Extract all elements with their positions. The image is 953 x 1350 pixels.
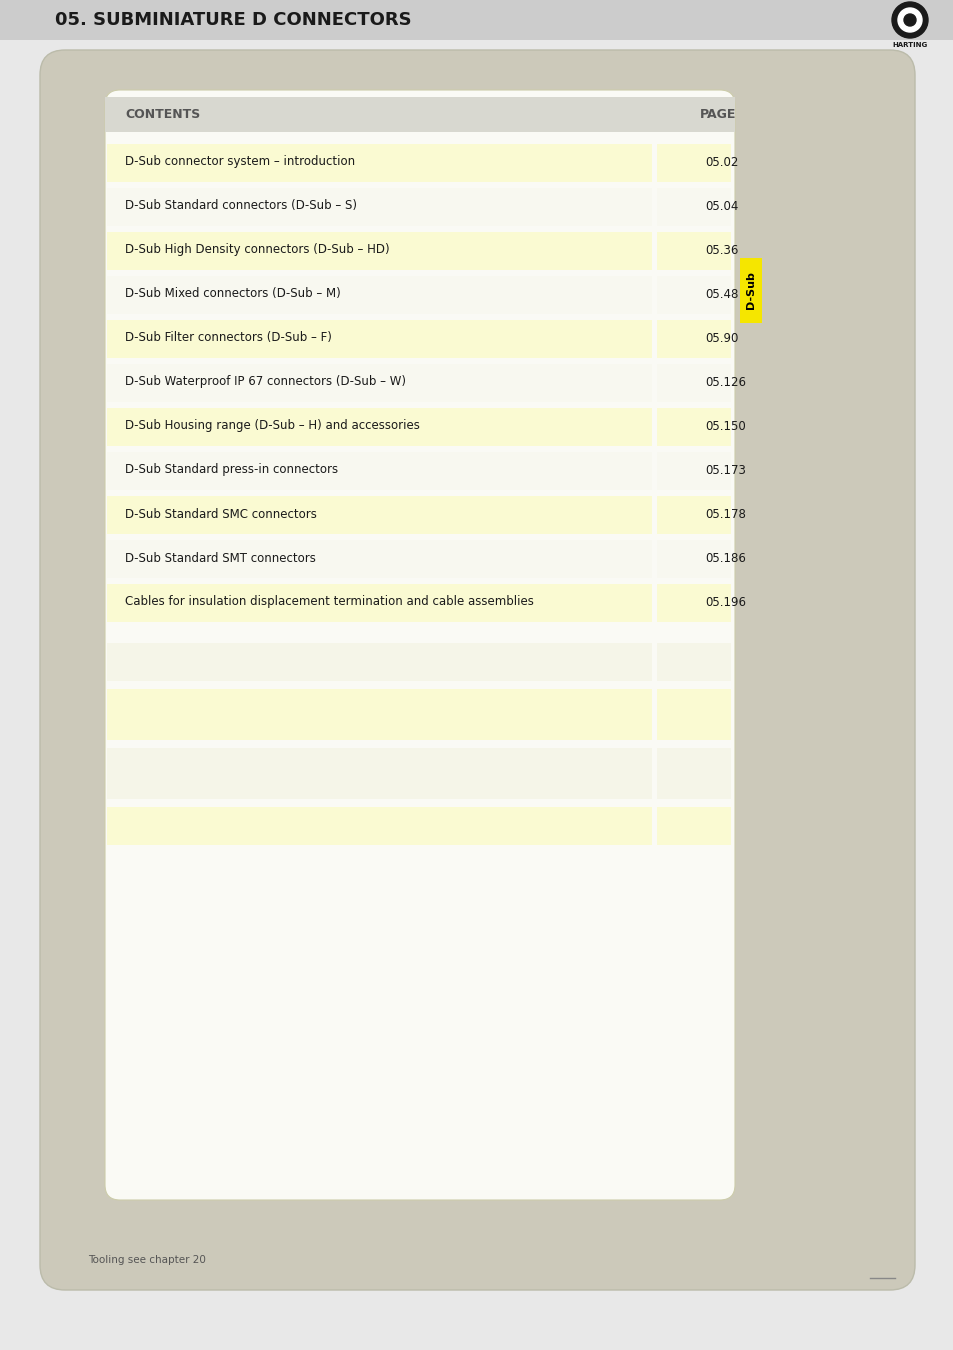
Bar [107, 495, 651, 535]
Bar [107, 275, 651, 315]
Bar [657, 408, 730, 446]
Text: 05.196: 05.196 [704, 595, 745, 609]
Text: D-Sub Standard press-in connectors: D-Sub Standard press-in connectors [125, 463, 337, 477]
Bar [657, 807, 730, 845]
Bar [107, 807, 651, 845]
Bar [107, 320, 651, 358]
Bar [657, 188, 730, 225]
Bar [657, 643, 730, 680]
Bar [105, 97, 734, 132]
Text: D-Sub Mixed connectors (D-Sub – M): D-Sub Mixed connectors (D-Sub – M) [125, 288, 340, 301]
Bar [107, 643, 651, 680]
Bar [657, 585, 730, 622]
Text: 05.02: 05.02 [704, 155, 738, 169]
Bar [657, 688, 730, 740]
Text: D-Sub connector system – introduction: D-Sub connector system – introduction [125, 155, 355, 169]
Bar [107, 408, 651, 446]
Bar [107, 144, 651, 182]
Text: 05.186: 05.186 [704, 552, 745, 564]
Bar [107, 364, 651, 402]
Text: 05.04: 05.04 [704, 200, 738, 212]
Text: D-Sub: D-Sub [745, 271, 755, 309]
Text: 05.90: 05.90 [704, 332, 738, 344]
FancyBboxPatch shape [0, 0, 953, 40]
Text: 05.178: 05.178 [704, 508, 745, 521]
Bar [657, 364, 730, 402]
Bar [657, 144, 730, 182]
Bar [740, 258, 761, 323]
Text: Tooling see chapter 20: Tooling see chapter 20 [88, 1256, 206, 1265]
Text: CONTENTS: CONTENTS [125, 108, 200, 122]
Text: D-Sub Filter connectors (D-Sub – F): D-Sub Filter connectors (D-Sub – F) [125, 332, 332, 344]
Text: HARTING: HARTING [891, 42, 926, 49]
Text: 05.48: 05.48 [704, 288, 738, 301]
Text: D-Sub Standard connectors (D-Sub – S): D-Sub Standard connectors (D-Sub – S) [125, 200, 356, 212]
Bar [657, 320, 730, 358]
Bar [657, 495, 730, 535]
Text: 05.36: 05.36 [704, 243, 738, 256]
Text: D-Sub Waterproof IP 67 connectors (D-Sub – W): D-Sub Waterproof IP 67 connectors (D-Sub… [125, 375, 406, 389]
Text: PAGE: PAGE [700, 108, 736, 122]
Bar [657, 232, 730, 270]
Circle shape [903, 14, 915, 26]
Text: D-Sub Housing range (D-Sub – H) and accessories: D-Sub Housing range (D-Sub – H) and acce… [125, 420, 419, 432]
Circle shape [897, 8, 921, 32]
Bar [107, 232, 651, 270]
Text: 05.150: 05.150 [704, 420, 745, 432]
Text: D-Sub High Density connectors (D-Sub – HD): D-Sub High Density connectors (D-Sub – H… [125, 243, 389, 256]
Bar [107, 748, 651, 799]
FancyBboxPatch shape [40, 50, 914, 1291]
Bar [107, 188, 651, 225]
Bar [657, 452, 730, 490]
Bar [657, 540, 730, 578]
Text: 05. SUBMINIATURE D CONNECTORS: 05. SUBMINIATURE D CONNECTORS [55, 11, 411, 28]
Text: D-Sub Standard SMC connectors: D-Sub Standard SMC connectors [125, 508, 316, 521]
Text: 05.126: 05.126 [704, 375, 745, 389]
Bar [107, 540, 651, 578]
Circle shape [891, 1, 927, 38]
FancyBboxPatch shape [105, 90, 734, 1200]
Bar [107, 585, 651, 622]
Bar [107, 452, 651, 490]
Bar [107, 688, 651, 740]
Text: 05.173: 05.173 [704, 463, 745, 477]
Text: D-Sub Standard SMT connectors: D-Sub Standard SMT connectors [125, 552, 315, 564]
Bar [657, 275, 730, 315]
Bar [657, 748, 730, 799]
Text: Cables for insulation displacement termination and cable assemblies: Cables for insulation displacement termi… [125, 595, 534, 609]
